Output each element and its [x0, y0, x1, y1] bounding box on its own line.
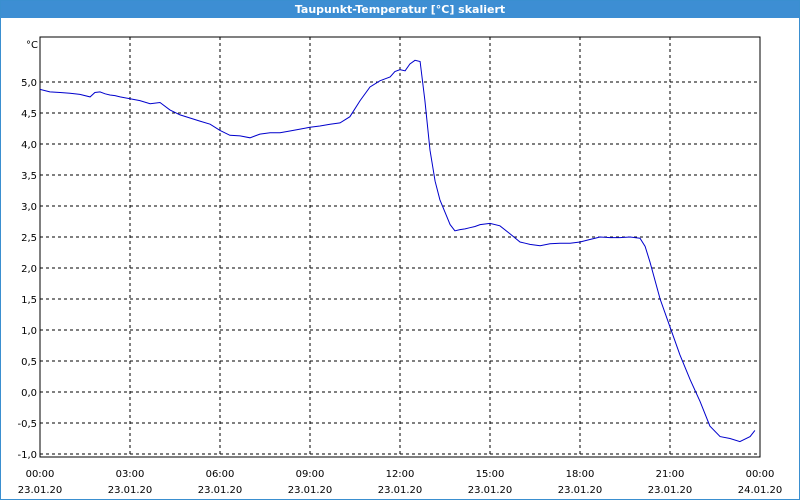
y-tick-label: 3,0	[21, 202, 37, 213]
x-tick-time: 03:00	[116, 469, 145, 480]
x-axis-ticks: 00:00 23.01.20 03:00 23.01.20 06:00 23.01.20 0…	[18, 469, 783, 496]
x-tick-date: 23.01.20	[558, 485, 603, 496]
y-axis-label: °C	[26, 40, 38, 51]
y-tick-label: 4,0	[21, 140, 37, 151]
x-tick-date: 23.01.20	[648, 485, 693, 496]
grid-lines	[40, 37, 760, 457]
y-tick-label: 1,5	[21, 295, 37, 306]
x-tick-time: 12:00	[386, 469, 415, 480]
x-tick-time: 06:00	[206, 469, 235, 480]
x-tick-date: 23.01.20	[468, 485, 513, 496]
x-tick-date: 23.01.20	[288, 485, 333, 496]
y-tick-label: 1,0	[21, 326, 37, 337]
x-tick-time: 09:00	[296, 469, 325, 480]
x-tick-time: 15:00	[476, 469, 505, 480]
y-tick-label: 4,5	[21, 109, 37, 120]
x-tick-date: 24.01.20	[738, 485, 783, 496]
y-tick-label: 2,0	[21, 264, 37, 275]
y-tick-label: 2,5	[21, 233, 37, 244]
x-tick-time: 18:00	[566, 469, 595, 480]
y-axis-ticks: 5,0 4,5 4,0 3,5 3,0 2,5 2,0 1,5 1,0 0,5 0,0 -0,5 -1,…	[17, 78, 37, 461]
x-tick-time: 21:00	[656, 469, 685, 480]
window-title: Taupunkt-Temperatur [°C] skaliert	[1, 1, 799, 18]
x-tick-time: 00:00	[26, 469, 55, 480]
y-tick-label: -1,0	[17, 450, 37, 461]
y-tick-label: -0,5	[17, 419, 37, 430]
y-tick-label: 0,5	[21, 357, 37, 368]
x-tick-date: 23.01.20	[198, 485, 243, 496]
y-tick-label: 0,0	[21, 388, 37, 399]
x-tick-date: 23.01.20	[18, 485, 63, 496]
y-tick-label: 5,0	[21, 78, 37, 89]
x-tick-date: 23.01.20	[108, 485, 153, 496]
x-tick-time: 00:00	[746, 469, 775, 480]
x-tick-date: 23.01.20	[378, 485, 423, 496]
y-tick-label: 3,5	[21, 171, 37, 182]
series-line	[39, 59, 756, 443]
